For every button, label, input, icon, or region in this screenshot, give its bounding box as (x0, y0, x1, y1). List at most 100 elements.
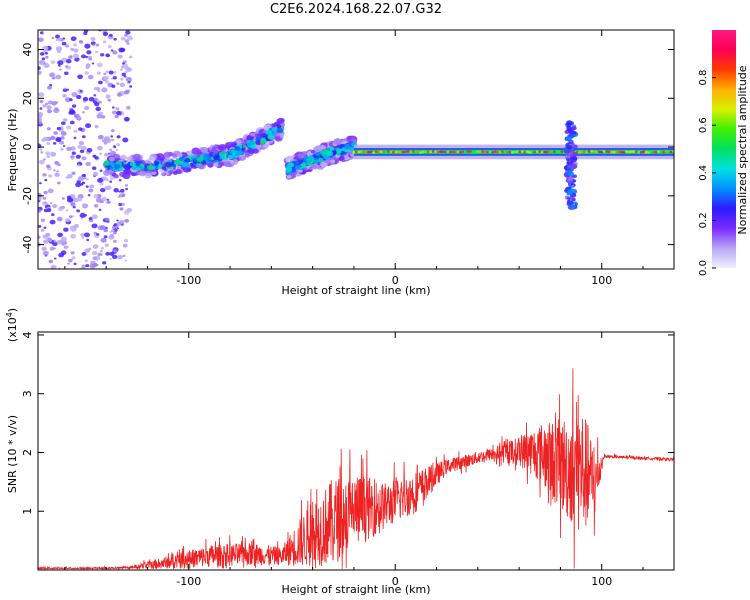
spectrogram-noise-point (50, 60, 56, 64)
spectrogram-noise-point (55, 34, 60, 39)
spectrogram-band-halo (191, 147, 200, 155)
spectrogram-noise-point (122, 243, 128, 248)
tone-point (535, 150, 539, 153)
spectrogram-noise-point (111, 138, 115, 142)
spectrogram-noise-point (79, 212, 86, 219)
colorbar-ticks: 0.0 0.2 0.4 0.6 0.8 (698, 70, 716, 276)
spectrogram-noise-point (95, 50, 99, 54)
tone-point (577, 151, 582, 154)
spectrogram-band-halo (113, 174, 119, 179)
spectrogram-band-point (134, 160, 141, 167)
colorbar-tick-label: 0.4 (698, 165, 709, 181)
spectrogram-noise-point (102, 261, 107, 265)
tone-point (434, 150, 438, 153)
spectrogram-band-halo (310, 163, 319, 170)
spectrogram-noise-point (52, 204, 58, 209)
spectrogram-noise-point (116, 110, 122, 116)
spectrogram-noise-point (60, 121, 66, 126)
spectrogram-noise-point (66, 146, 72, 151)
spectrogram-noise-point (97, 90, 101, 93)
spectrogram-noise-point (54, 172, 60, 177)
spectrogram-noise-point (46, 141, 51, 146)
spectrogram-noise-point (106, 198, 110, 201)
spectrogram-noise-point (111, 254, 118, 260)
spectrogram-noise-point (73, 136, 77, 140)
spectrogram-noise-point (85, 185, 89, 188)
spectrogram-noise-point (97, 177, 104, 183)
spectrogram-noise-point (111, 110, 117, 115)
tone-point (523, 151, 527, 154)
spectrogram-noise-point (86, 238, 90, 242)
spectrogram-noise-point (113, 249, 118, 253)
tone-point (585, 150, 589, 154)
spectrogram-noise-point (98, 208, 102, 212)
spectrogram-noise-point (61, 41, 67, 46)
burst-point (564, 167, 570, 172)
spectrogram-noise-point (120, 77, 124, 81)
spectrogram-noise-point (46, 105, 52, 110)
spectrogram-noise-point (39, 107, 43, 110)
spectrogram-band-point (135, 166, 142, 172)
spectrogram-noise-point (57, 60, 64, 66)
spectrogram-noise-point (109, 180, 113, 183)
spectrogram-noise-point (39, 99, 44, 104)
tone-point (384, 151, 388, 154)
spectrogram-noise-point (124, 184, 129, 187)
spectrogram-band-point (247, 140, 255, 147)
burst-point (564, 154, 571, 159)
spectrogram-band-halo (217, 161, 225, 167)
spectrogram-noise-point (97, 252, 102, 257)
spectrogram-band-point (192, 155, 197, 159)
colorbar: 0.0 0.2 0.4 0.6 0.8 Normalized spectral ampl… (698, 30, 749, 276)
spectrogram-noise-point (113, 145, 117, 149)
tone-point (416, 150, 420, 153)
spectrogram-noise-point (123, 90, 130, 95)
spectrogram-noise-point (94, 124, 99, 129)
spectrogram-noise-point (42, 158, 46, 161)
spectrogram-noise-point (86, 147, 93, 153)
tone-point (446, 150, 450, 154)
spectrogram-band-halo (286, 175, 292, 179)
spectrogram-noise-point (125, 30, 131, 35)
spectrogram-band-halo (187, 151, 192, 156)
spectrogram-noise-point (99, 182, 104, 186)
spectrogram-noise-point (51, 213, 55, 217)
spectrogram-noise-point (85, 66, 89, 69)
spectrogram-noise-point (74, 224, 79, 228)
spectrogram-noise-point (93, 203, 99, 208)
tone-point (362, 150, 366, 154)
spectrogram-band-halo (186, 167, 192, 172)
snr-ytick-label: 3 (21, 390, 34, 397)
spectrogram-noise-point (55, 46, 63, 52)
spectrogram-band-point (108, 161, 114, 166)
spectrogram-noise-point (103, 228, 108, 233)
tone-point (634, 150, 639, 153)
spectrogram-noise-point (101, 196, 108, 202)
tone-point (528, 150, 532, 154)
tone-point (501, 150, 505, 153)
spectrogram-noise-point (77, 74, 84, 80)
tone-point (449, 150, 453, 154)
spectrogram-band-halo (244, 153, 250, 158)
tone-point (481, 150, 485, 153)
spectrogram-noise-point (42, 49, 48, 53)
spectrogram-noise-point (124, 70, 128, 74)
spectrogram-noise-point (78, 127, 83, 131)
spectrogram-noise-point (39, 52, 45, 56)
spectrogram-band-point (213, 154, 221, 161)
spectrogram-band-halo (148, 156, 156, 162)
spectrogram-noise-point (85, 178, 89, 181)
snr-xlabel: Height of straight line (km) (281, 583, 430, 596)
tone-point (654, 150, 658, 154)
spectrogram-noise-point (38, 192, 42, 198)
spectrogram-noise-point (113, 37, 117, 41)
tone-point (620, 151, 624, 154)
tone-point (597, 150, 601, 153)
spectrogram-band-point (164, 161, 172, 168)
spectrogram-noise-point (61, 242, 66, 246)
spectrogram-noise-point (107, 98, 112, 102)
spectrogram-noise-point (44, 178, 48, 182)
spectrogram-noise-point (125, 76, 132, 83)
spectrogram-noise-point (96, 233, 100, 236)
spectrogram-noise-point (60, 148, 64, 151)
